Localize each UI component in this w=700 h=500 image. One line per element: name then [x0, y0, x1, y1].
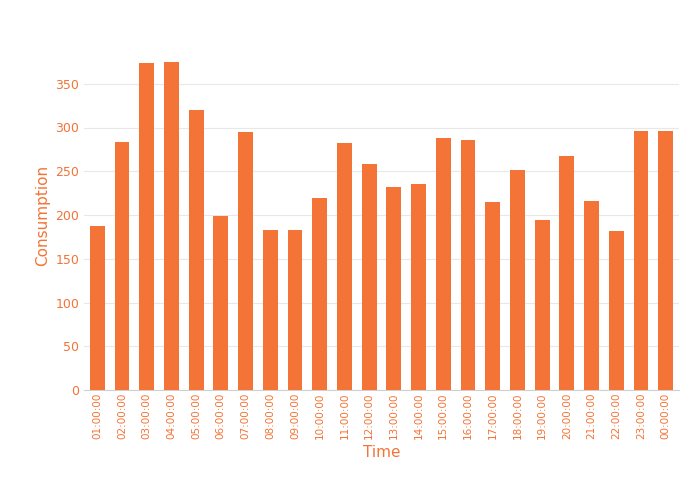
Bar [485, 202, 500, 390]
Bar [238, 132, 253, 390]
Bar [115, 142, 130, 390]
Bar [658, 131, 673, 390]
Bar [337, 143, 352, 390]
Bar [634, 131, 648, 390]
Bar [139, 62, 154, 390]
Bar [411, 184, 426, 390]
Bar [436, 138, 451, 390]
Bar [214, 216, 228, 390]
Bar [288, 230, 302, 390]
Bar [189, 110, 204, 390]
Bar [362, 164, 377, 390]
Bar [461, 140, 475, 390]
Bar [312, 198, 327, 390]
Bar [386, 187, 401, 390]
Bar [164, 62, 178, 390]
Bar [263, 230, 278, 390]
Bar [609, 231, 624, 390]
Bar [559, 156, 574, 390]
Bar [90, 226, 105, 390]
Bar [584, 201, 599, 390]
Bar [535, 220, 550, 390]
Y-axis label: Consumption: Consumption [35, 164, 50, 266]
X-axis label: Time: Time [363, 445, 400, 460]
Bar [510, 170, 525, 390]
